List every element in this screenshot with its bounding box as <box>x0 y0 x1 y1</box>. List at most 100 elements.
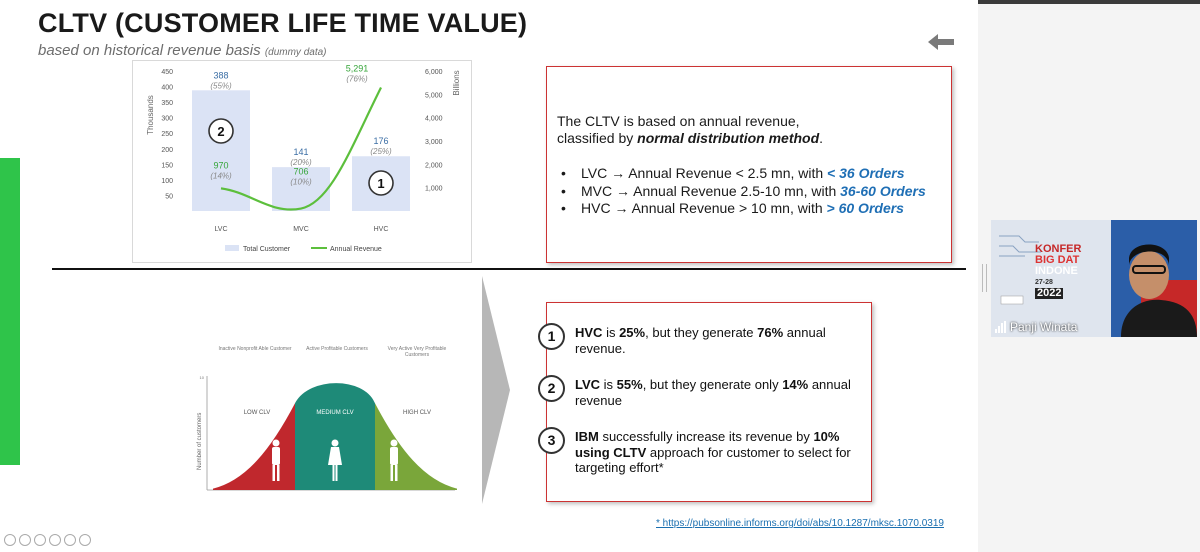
bell-header-medium: Active Profitable Customers <box>306 346 368 352</box>
line-value-label: 5,291 <box>346 64 369 74</box>
slide-subtitle: based on historical revenue basis (dummy… <box>38 42 327 59</box>
bell-header-high: Very Active Very Profitable Customers <box>387 346 447 358</box>
finding-3-text: IBM successfully increase its revenue by… <box>575 429 851 475</box>
y-left-tick-label: 400 <box>161 85 173 92</box>
info-intro-line2: classified by normal distribution method… <box>557 130 823 147</box>
info-intro-method: normal distribution method <box>637 130 820 146</box>
y-right-tick-label: 3,000 <box>425 139 443 146</box>
signal-strength-icon <box>995 321 1006 333</box>
y-left-tick-label: 350 <box>161 100 173 107</box>
line-pct-label: (14%) <box>210 171 232 180</box>
shared-slide: CLTV (CUSTOMER LIFE TIME VALUE) based on… <box>0 0 978 552</box>
segment-mvc-orders: 36-60 Orders <box>840 182 926 199</box>
bar-pct-label: (20%) <box>290 158 312 167</box>
y-right-axis-label: Billions <box>452 70 461 95</box>
cltv-info-box: The CLTV is based on annual revenue, cla… <box>546 66 952 263</box>
y-right-tick-label: 2,000 <box>425 162 443 169</box>
bar-total-customer <box>272 167 330 211</box>
segment-lvc-orders: < 36 Orders <box>827 165 905 181</box>
slide-toolbar <box>4 534 91 548</box>
finding-2-text: LVC is 55%, but they generate only 14% a… <box>575 377 851 408</box>
clv-bell-curve-figure: Inactive Nonprofit Able Customer Active … <box>185 340 475 500</box>
y-right-tick-label: 5,000 <box>425 92 443 99</box>
finding-2-number: 2 <box>538 375 565 402</box>
toolbar-next-icon[interactable] <box>19 534 31 546</box>
toolbar-pen-icon[interactable] <box>34 534 46 546</box>
segment-lvc: LVC → Annual Revenue < 2.5 mn, with < 36… <box>561 165 926 183</box>
person-icon-medium <box>328 439 342 481</box>
participant-name-tag: Panji Winata <box>995 320 1077 334</box>
y-left-tick-label: 200 <box>161 147 173 154</box>
y-left-tick-label: 300 <box>161 116 173 123</box>
y-right-tick-label: 1,000 <box>425 186 443 193</box>
banner-text: KONFER BIG DAT INDONE 27-28 2022 <box>1035 243 1082 299</box>
line-pct-label: (10%) <box>290 178 312 187</box>
line-value-label: 706 <box>293 167 308 177</box>
bar-pct-label: (55%) <box>210 81 232 90</box>
info-intro-suffix: . <box>819 130 824 146</box>
person-icon-high <box>390 439 398 481</box>
legend-label-line: Annual Revenue <box>330 246 382 253</box>
y-left-tick-label: 150 <box>161 162 173 169</box>
y-right-tick-label: 4,000 <box>425 116 443 123</box>
toolbar-more-icon[interactable] <box>79 534 91 546</box>
key-findings-box: 1 HVC is 25%, but they generate 76% annu… <box>538 302 872 502</box>
rank-badge <box>368 170 394 196</box>
finding-1-text: HVC is 25%, but they generate 76% annual… <box>575 325 826 356</box>
bell-label-low: LOW CLV <box>244 410 271 416</box>
bar-value-label: 176 <box>373 136 388 146</box>
info-intro-line1: The CLTV is based on annual revenue, <box>557 113 800 129</box>
slide-accent-bar <box>0 158 20 465</box>
section-divider <box>52 268 966 270</box>
person-icon-low <box>272 439 280 481</box>
segment-hvc-text: HVC → Annual Revenue > 10 mn, with <box>581 200 827 216</box>
flow-arrow-shape <box>482 276 510 504</box>
back-arrow-icon[interactable] <box>928 34 954 50</box>
legend-label-bar: Total Customer <box>243 246 291 253</box>
reference-link[interactable]: * https://pubsonline.informs.org/doi/abs… <box>656 518 944 529</box>
toolbar-slides-icon[interactable] <box>49 534 61 546</box>
x-category-label: MVC <box>293 226 309 233</box>
rank-badge <box>208 118 234 144</box>
participant-video-tile[interactable]: KONFER BIG DAT INDONE 27-28 2022 Panji W… <box>991 220 1197 337</box>
slide-title: CLTV (CUSTOMER LIFE TIME VALUE) <box>38 8 528 38</box>
cltv-chart-svg: 450 400 350 300 250 200 150 100 50 Thousands 6,000… <box>146 64 461 253</box>
bar-value-label: 388 <box>213 70 228 80</box>
info-intro-prefix: classified by <box>557 130 638 146</box>
line-value-label: 970 <box>213 160 228 170</box>
finding-1-number: 1 <box>538 323 565 350</box>
x-category-label: HVC <box>374 226 389 233</box>
toolbar-zoom-icon[interactable] <box>64 534 76 546</box>
segment-mvc: MVC → Annual Revenue 2.5-10 mn, with 36-… <box>561 183 926 201</box>
subtitle-text: based on historical revenue basis <box>38 42 261 59</box>
y-right-tick-label: 6,000 <box>425 69 443 76</box>
bell-header-low: Inactive Nonprofit Able Customer <box>218 346 292 352</box>
segment-hvc-orders: > 60 Orders <box>826 200 904 216</box>
toolbar-prev-icon[interactable] <box>4 534 16 546</box>
participant-name: Panji Winata <box>1010 320 1078 334</box>
legend-swatch-bar <box>225 245 239 251</box>
bell-y-top: 10 <box>200 375 205 380</box>
segment-hvc: HVC → Annual Revenue > 10 mn, with > 60 … <box>561 200 926 218</box>
bell-segment-medium <box>295 382 375 490</box>
info-intro: The CLTV is based on annual revenue, cla… <box>557 113 823 147</box>
y-left-tick-label: 50 <box>165 193 173 200</box>
bar-total-customer <box>192 90 250 211</box>
video-feed <box>991 220 1197 337</box>
segment-definition-list: LVC → Annual Revenue < 2.5 mn, with < 36… <box>561 165 926 218</box>
panel-resize-grip[interactable] <box>982 264 987 292</box>
subtitle-note: (dummy data) <box>264 47 327 58</box>
y-left-tick-label: 250 <box>161 131 173 138</box>
bell-label-medium: MEDIUM CLV <box>316 410 353 416</box>
rank-badge-number: 2 <box>217 124 224 139</box>
bell-curve-line <box>212 382 458 489</box>
y-left-tick-label: 100 <box>161 178 173 185</box>
segment-mvc-text: MVC → Annual Revenue 2.5-10 mn, with <box>581 182 841 199</box>
line-annual-revenue <box>220 87 382 211</box>
line-pct-label: (76%) <box>346 75 368 84</box>
rank-badge-number: 1 <box>377 176 384 191</box>
y-left-tick-label: 450 <box>161 69 173 76</box>
bell-y-label: Number of customers <box>197 413 203 470</box>
cltv-chart: 450 400 350 300 250 200 150 100 50 Thousands 6,000… <box>132 60 472 263</box>
